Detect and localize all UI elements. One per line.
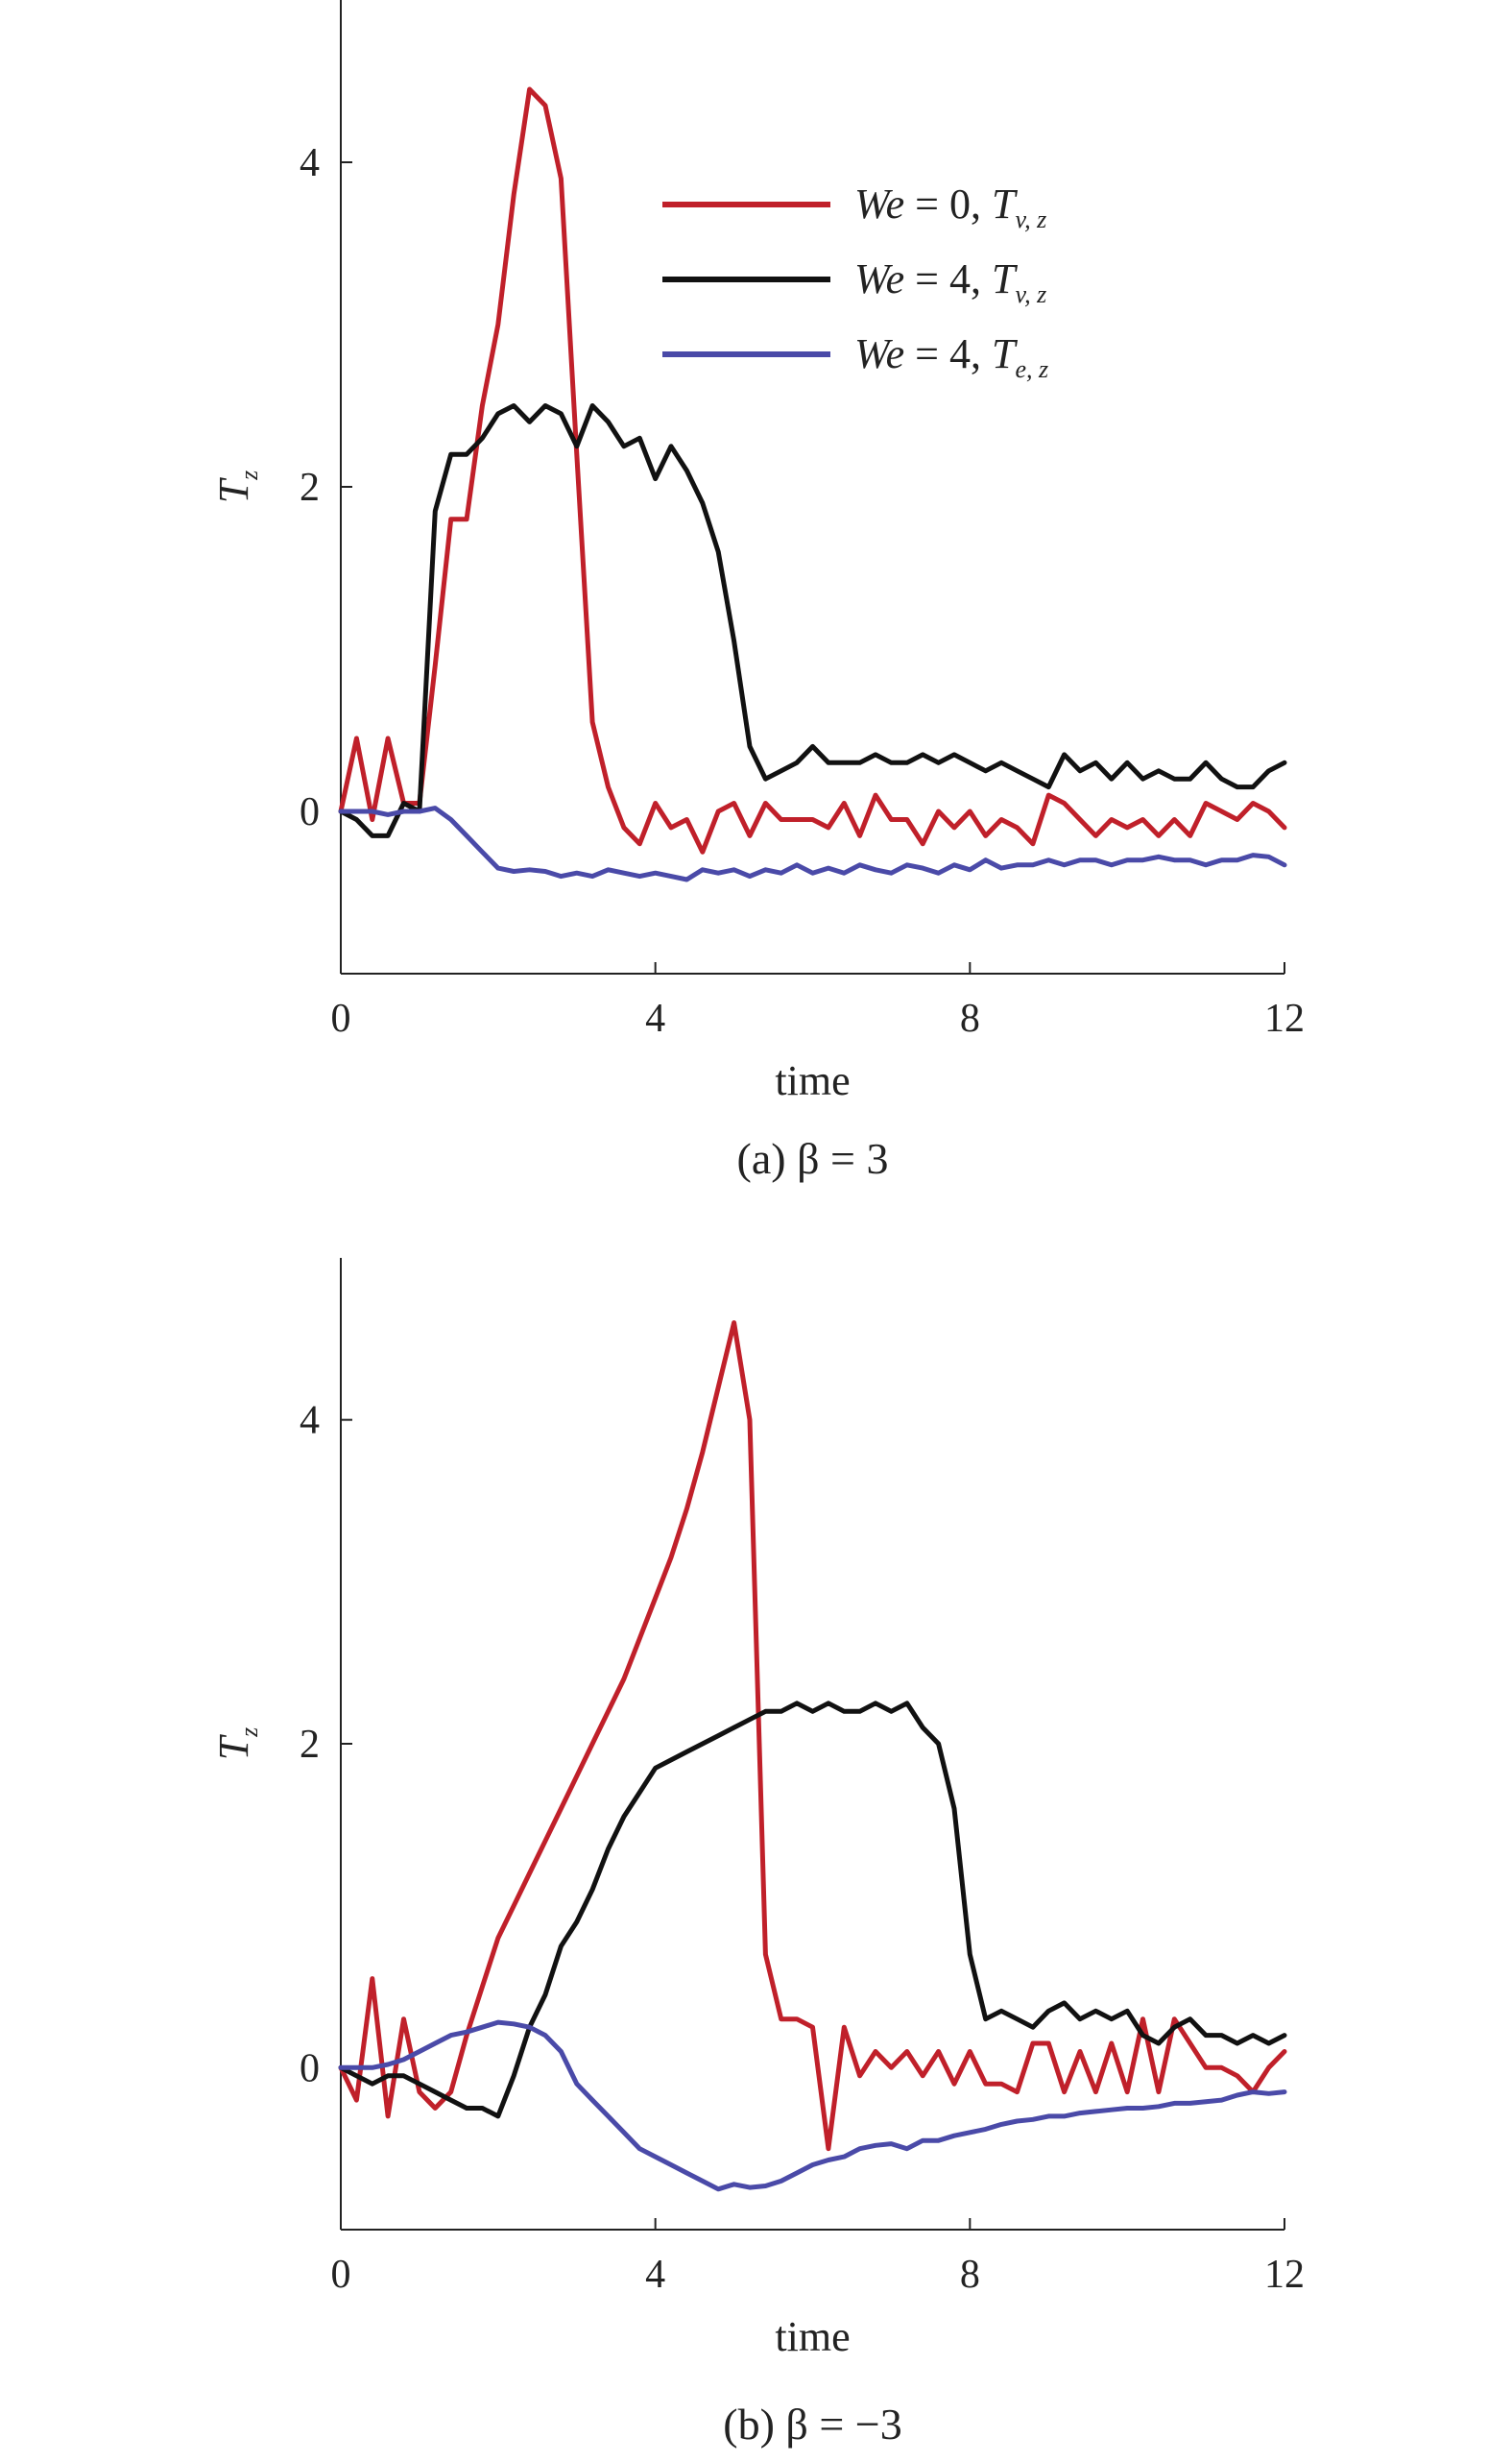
figure-caption: (b) β = −3: [723, 2400, 901, 2449]
legend-label: We = 0, Tv, z: [854, 181, 1046, 233]
series-line-red: [338, 1320, 1287, 2152]
y-tick-label: 2: [300, 466, 320, 510]
legend-label: We = 4, Tv, z: [854, 255, 1046, 308]
y-tick-label: 4: [300, 1399, 320, 1443]
series-line-red: [338, 86, 1287, 855]
x-tick-label: 12: [1264, 997, 1305, 1041]
series-line-blue: [338, 806, 1287, 882]
x-tick-label: 0: [331, 997, 351, 1041]
legend: We = 0, Tv, z We = 4, Tv, z We = 4, Te, z: [662, 181, 1048, 383]
y-axis-label: Tz: [210, 471, 263, 504]
x-axis-label: time: [775, 2313, 850, 2360]
y-tick-label: 2: [300, 1723, 320, 1767]
y-tick-label: 0: [300, 790, 320, 834]
x-tick-label: 8: [960, 997, 980, 1041]
x-tick-label: 12: [1264, 2253, 1305, 2297]
x-tick-label: 0: [331, 2253, 351, 2297]
y-axis-label: Tz: [210, 1727, 263, 1761]
figure-caption: (a) β = 3: [737, 1134, 889, 1183]
series-line-black: [338, 1701, 1287, 2119]
y-tick-label: 0: [300, 2046, 320, 2090]
legend-label: We = 4, Te, z: [854, 330, 1048, 383]
series-line-black: [338, 403, 1287, 838]
x-tick-label: 4: [645, 997, 665, 1041]
chart-panel-b: 0 4 8 12 0 2 4 time Tz (b) β = −3: [210, 1258, 1305, 2449]
y-tick-label: 4: [300, 141, 320, 185]
x-tick-label: 4: [645, 2253, 665, 2297]
x-tick-label: 8: [960, 2253, 980, 2297]
x-axis-label: time: [775, 1057, 850, 1104]
series-line-blue: [338, 2019, 1287, 2192]
